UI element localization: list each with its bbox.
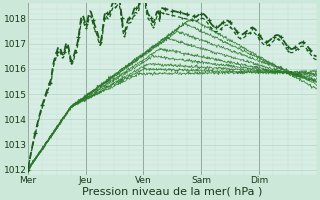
X-axis label: Pression niveau de la mer( hPa ): Pression niveau de la mer( hPa ) — [82, 187, 262, 197]
